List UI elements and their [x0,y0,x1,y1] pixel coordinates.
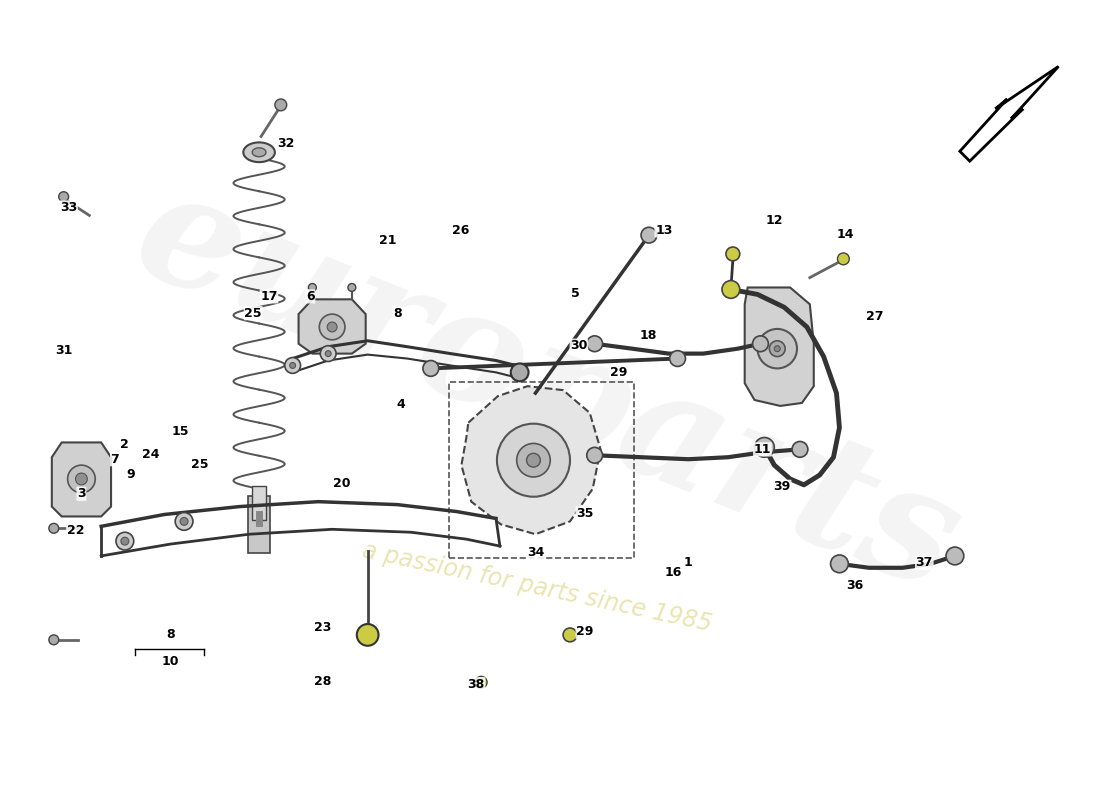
Text: europarts: europarts [114,155,980,625]
Circle shape [116,532,134,550]
Circle shape [837,253,849,265]
Text: 36: 36 [847,579,864,592]
Text: 2: 2 [121,438,129,451]
Text: 23: 23 [314,621,331,634]
Circle shape [497,424,570,497]
Circle shape [356,624,378,646]
Text: 35: 35 [576,507,594,520]
Text: 21: 21 [378,234,396,246]
Circle shape [348,283,355,291]
Text: 15: 15 [172,425,189,438]
Circle shape [527,454,540,467]
Text: 7: 7 [111,453,120,466]
Text: 30: 30 [570,339,587,352]
Circle shape [175,513,192,530]
Text: 10: 10 [162,655,179,668]
Text: 28: 28 [314,674,331,688]
Circle shape [320,346,337,362]
Circle shape [586,336,603,352]
Bar [449,382,634,558]
Text: 25: 25 [191,458,209,470]
Text: 6: 6 [306,290,315,303]
Text: 3: 3 [77,487,86,500]
Circle shape [326,350,331,357]
Circle shape [752,336,769,352]
Circle shape [830,555,848,573]
Text: 39: 39 [773,480,791,494]
Text: 29: 29 [609,366,627,379]
Text: 38: 38 [468,678,485,690]
Text: 4: 4 [397,398,406,411]
Text: 34: 34 [527,546,544,559]
Circle shape [319,314,345,340]
Ellipse shape [243,142,275,162]
Circle shape [510,363,528,382]
Circle shape [76,473,87,485]
Circle shape [641,227,657,243]
Bar [252,486,266,521]
Text: 33: 33 [60,201,77,214]
Polygon shape [461,386,601,534]
Polygon shape [298,299,365,354]
Text: 37: 37 [915,556,933,570]
Text: 11: 11 [754,443,771,456]
Text: 31: 31 [55,344,73,357]
Circle shape [48,635,58,645]
Circle shape [58,192,68,202]
Text: 12: 12 [766,214,783,227]
Circle shape [586,447,603,463]
Text: 5: 5 [571,287,580,300]
Circle shape [726,247,740,261]
Text: 32: 32 [277,137,295,150]
Circle shape [769,341,785,357]
Text: 20: 20 [333,478,351,490]
Circle shape [67,465,96,493]
Circle shape [563,628,576,642]
Text: a passion for parts since 1985: a passion for parts since 1985 [361,538,715,636]
Circle shape [422,361,439,376]
Text: 24: 24 [142,448,160,461]
Circle shape [475,676,487,688]
Circle shape [722,281,740,298]
Circle shape [180,518,188,526]
Text: 9: 9 [126,467,135,481]
Circle shape [327,322,337,332]
Circle shape [285,358,300,374]
Circle shape [758,329,798,369]
Circle shape [121,537,129,545]
Circle shape [670,350,685,366]
Text: 8: 8 [166,629,175,642]
Text: 29: 29 [576,626,594,638]
Text: 8: 8 [393,306,402,320]
Text: 27: 27 [866,310,883,322]
Circle shape [517,443,550,477]
Polygon shape [745,287,814,406]
Text: 18: 18 [639,330,657,342]
Text: 17: 17 [261,290,277,303]
Polygon shape [52,442,111,517]
Text: 1: 1 [683,556,692,570]
Text: 26: 26 [452,224,469,237]
Text: 13: 13 [656,224,672,237]
Circle shape [755,438,774,458]
Text: 16: 16 [664,566,682,579]
Circle shape [308,283,317,291]
Circle shape [48,523,58,534]
Circle shape [946,547,964,565]
Ellipse shape [252,148,266,157]
Text: 25: 25 [244,306,262,320]
Circle shape [774,346,780,352]
Circle shape [289,362,296,369]
Bar [249,496,270,553]
Circle shape [275,99,287,111]
Text: 14: 14 [837,228,854,241]
Text: 22: 22 [67,524,85,537]
Circle shape [792,442,807,458]
